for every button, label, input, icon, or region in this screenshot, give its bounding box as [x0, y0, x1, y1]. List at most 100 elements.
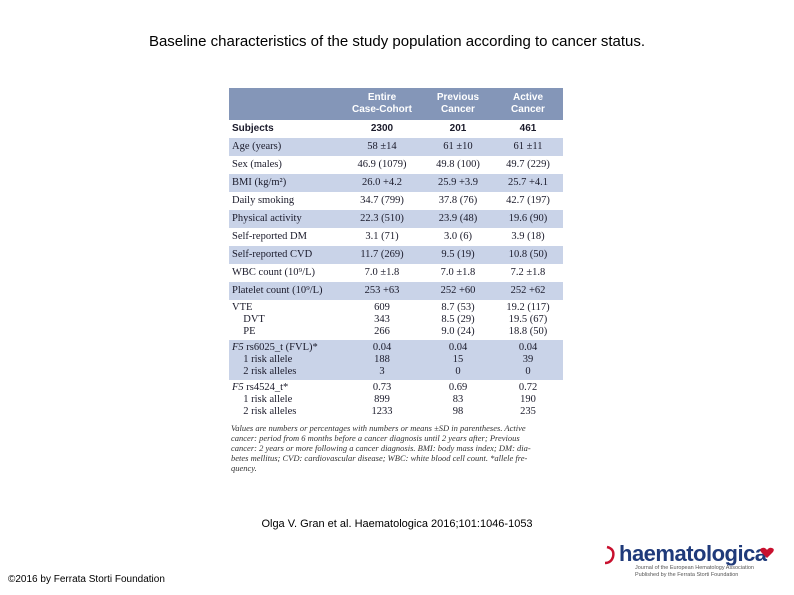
- cell-value: 343: [374, 314, 390, 325]
- row-label: Age (years): [229, 138, 341, 156]
- citation: Olga V. Gran et al. Haematologica 2016;1…: [261, 518, 533, 530]
- cell-value: 11.7 (269): [360, 249, 404, 260]
- value-cell: 23.9 (48): [423, 210, 493, 228]
- value-cell: 252 +60: [423, 282, 493, 300]
- row-label-line: 1 risk allele: [238, 394, 293, 405]
- value-cell: 0.72 190 235: [493, 380, 563, 420]
- row-label-line: WBC count (10⁹/L): [232, 267, 315, 278]
- header-line: Active: [512, 92, 543, 103]
- row-label-line: Self-reported DM: [232, 231, 307, 242]
- table-footnote: Values are numbers or percentages with n…: [231, 423, 531, 473]
- value-cell: 19.2 (117) 19.5 (67) 18.8 (50): [493, 300, 563, 340]
- value-cell: 49.8 (100): [423, 156, 493, 174]
- cell-value: 8.5 (29): [441, 314, 475, 325]
- cell-value: 46.9 (1079): [357, 159, 407, 170]
- header-line: Previous: [436, 92, 480, 103]
- row-label: Daily smoking: [229, 192, 341, 210]
- value-cell: 7.2 ±1.8: [493, 264, 563, 282]
- cell-value: 22.3 (510): [360, 213, 404, 224]
- cell-value: 7.0 ±1.8: [440, 267, 476, 278]
- header-blank: [229, 88, 341, 120]
- cell-value: 19.2 (117): [506, 302, 550, 313]
- table-row: WBC count (10⁹/L) 7.0 ±1.8 7.0 ±1.8 7.2 ±1.…: [229, 264, 563, 282]
- cell-value: 37.8 (76): [438, 195, 478, 206]
- cell-value: 39: [522, 354, 534, 365]
- cell-value: 61 ±11: [513, 141, 543, 152]
- row-label-line: 2 risk alleles: [238, 366, 297, 377]
- value-cell: 19.6 (90): [493, 210, 563, 228]
- row-label-line: F5 rs6025_t (FVL)*: [232, 342, 318, 353]
- value-cell: 22.3 (510): [341, 210, 423, 228]
- value-cell: 49.7 (229): [493, 156, 563, 174]
- cell-value: 98: [452, 406, 464, 417]
- cell-value: 461: [519, 123, 537, 134]
- header-line: Case-Cohort: [351, 104, 412, 115]
- value-cell: 461: [493, 120, 563, 138]
- cell-value: 9.0 (24): [441, 326, 475, 337]
- row-label-line: PE: [238, 326, 256, 337]
- cell-value: 0.04: [518, 342, 538, 353]
- cell-value: 0.69: [448, 382, 468, 393]
- value-cell: 252 +62: [493, 282, 563, 300]
- cell-value: 252 +60: [440, 285, 476, 296]
- table-header-row: Entire Case-Cohort Previous Cancer Active Can…: [229, 88, 563, 120]
- value-cell: 201: [423, 120, 493, 138]
- value-cell: 0.69 83 98: [423, 380, 493, 420]
- cell-value: 3.9 (18): [511, 231, 545, 242]
- row-label: Platelet count (10⁹/L): [229, 282, 341, 300]
- row-label: Subjects: [229, 120, 341, 138]
- cell-value: 190: [520, 394, 536, 405]
- value-cell: 42.7 (197): [493, 192, 563, 210]
- value-cell: 37.8 (76): [423, 192, 493, 210]
- row-label: VTE DVT PE: [229, 300, 341, 340]
- row-label-line: Platelet count (10⁹/L): [232, 285, 323, 296]
- cell-value: 253 +63: [364, 285, 400, 296]
- cell-value: 61 ±10: [443, 141, 473, 152]
- value-cell: 0.04 188 3: [341, 340, 423, 380]
- value-cell: 253 +63: [341, 282, 423, 300]
- cell-value: 26.0 +4.2: [361, 177, 403, 188]
- cell-value: 0.04: [448, 342, 468, 353]
- cell-value: 0: [525, 366, 531, 377]
- cell-value: 9.5 (19): [441, 249, 475, 260]
- cell-value: 83: [452, 394, 464, 405]
- header-line: Cancer: [441, 104, 475, 115]
- table-row: Subjects 2300 201 461: [229, 120, 563, 138]
- table-row: Daily smoking 34.7 (799) 37.8 (76) 42.7 (19…: [229, 192, 563, 210]
- row-label-line: Age (years): [232, 141, 282, 152]
- row-label-line: Subjects: [232, 123, 274, 134]
- cell-value: 10.8 (50): [508, 249, 548, 260]
- value-cell: 34.7 (799): [341, 192, 423, 210]
- column-header: Entire Case-Cohort: [341, 88, 423, 120]
- cell-value: 49.8 (100): [436, 159, 480, 170]
- table-row: F5 rs6025_t (FVL)* 1 risk allele 2 risk …: [229, 340, 563, 380]
- cell-value: 15: [452, 354, 464, 365]
- column-header: Active Cancer: [493, 88, 563, 120]
- row-label: Sex (males): [229, 156, 341, 174]
- value-cell: 8.7 (53) 8.5 (29) 9.0 (24): [423, 300, 493, 340]
- table-row: Self-reported CVD 11.7 (269) 9.5 (19) 10.8 …: [229, 246, 563, 264]
- cell-value: 0.73: [372, 382, 392, 393]
- value-cell: 0.04 39 0: [493, 340, 563, 380]
- haematologica-logo: haematologica Journal of the European He…: [603, 541, 778, 581]
- table-row: Platelet count (10⁹/L) 253 +63 252 +60 252 …: [229, 282, 563, 300]
- value-cell: 7.0 ±1.8: [423, 264, 493, 282]
- table-row: Age (years) 58 ±14 61 ±10 61 ±11: [229, 138, 563, 156]
- value-cell: 26.0 +4.2: [341, 174, 423, 192]
- table-row: Physical activity 22.3 (510) 23.9 (48) 19.6…: [229, 210, 563, 228]
- cell-value: 266: [374, 326, 390, 337]
- cell-value: 25.9 +3.9: [437, 177, 479, 188]
- table-row: BMI (kg/m²) 26.0 +4.2 25.9 +3.9 25.7 +4.1: [229, 174, 563, 192]
- value-cell: 2300: [341, 120, 423, 138]
- cell-value: 235: [520, 406, 536, 417]
- value-cell: 7.0 ±1.8: [341, 264, 423, 282]
- logo-tagline: Journal of the European Hematology Assoc…: [635, 565, 754, 578]
- row-label-line: DVT: [238, 314, 265, 325]
- cell-value: 7.2 ±1.8: [510, 267, 546, 278]
- value-cell: 61 ±10: [423, 138, 493, 156]
- cell-value: 0.72: [518, 382, 538, 393]
- cell-value: 34.7 (799): [360, 195, 404, 206]
- cell-value: 7.0 ±1.8: [364, 267, 400, 278]
- cell-value: 42.7 (197): [506, 195, 550, 206]
- value-cell: 25.7 +4.1: [493, 174, 563, 192]
